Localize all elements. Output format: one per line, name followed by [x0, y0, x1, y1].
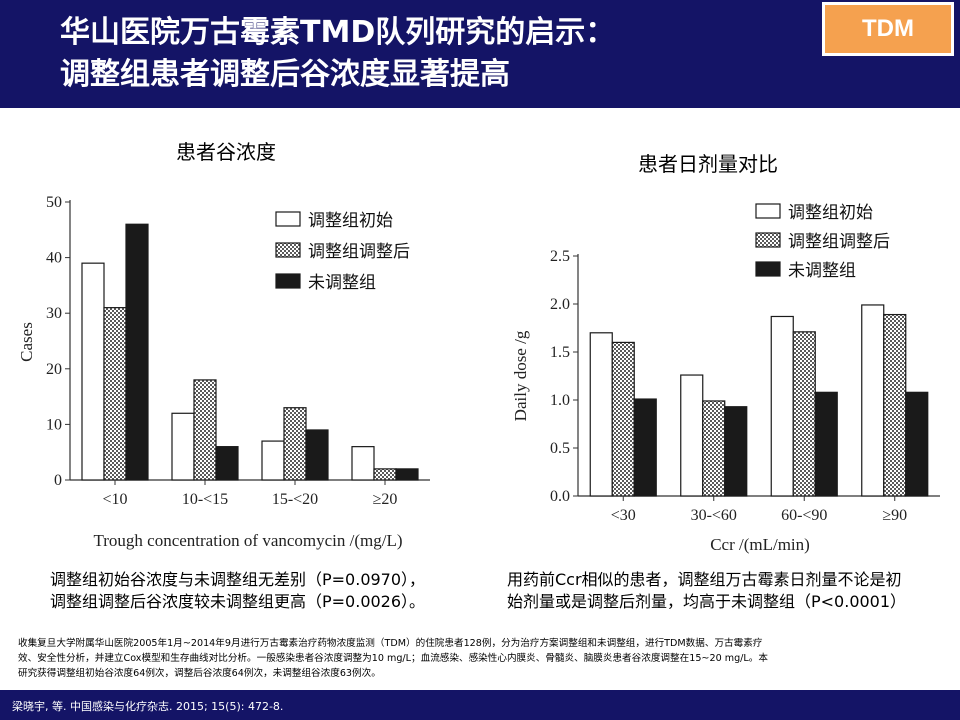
bar: [373, 468, 397, 481]
bar: [351, 446, 375, 481]
y-tick-label: 1.5: [550, 344, 570, 361]
legend-label: 调整组调整后: [308, 242, 410, 262]
slide-title-line1: 华山医院万古霉素TMD队列研究的启示：: [60, 15, 616, 50]
bar: [905, 391, 929, 497]
right-chart-heading: 患者日剂量对比: [638, 152, 778, 176]
x-tick-label: ≥20: [373, 491, 398, 508]
bar: [395, 468, 419, 481]
trough-concentration-chart: 0 10 20 30 40 50 <10 10-<15 15-<20 ≥20 Trough conc…: [17, 194, 430, 550]
bar: [633, 398, 657, 497]
legend-swatch: [275, 242, 301, 258]
x-tick-label: 10-<15: [182, 491, 228, 508]
bar: [193, 379, 217, 481]
y-tick-label: 10: [46, 416, 62, 433]
y-axis-label: Daily dose /g: [511, 330, 530, 421]
legend-swatch: [275, 211, 301, 227]
bar: [792, 331, 816, 497]
left-note-line2: 调整组调整后谷浓度较未调整组更高（P=0.0026）。: [50, 592, 426, 611]
bar: [724, 406, 748, 497]
bar: [883, 313, 907, 497]
x-tick-label: <10: [102, 491, 127, 508]
footer-bar: 梁晓宇, 等. 中国感染与化疗杂志. 2015; 15(5): 472-8.: [0, 690, 960, 720]
footnote-line1: 收集复旦大学附属华山医院2005年1月~2014年9月进行万古霉素治疗药物浓度监…: [18, 638, 763, 649]
footnote-line2: 效、安全性分析，并建立Cox模型和生存曲线对比分析。一般感染患者谷浓度调整为10…: [18, 653, 768, 664]
bar: [261, 440, 285, 481]
legend-swatch: [755, 261, 781, 277]
bar: [589, 332, 613, 497]
bar: [125, 223, 149, 481]
y-tick-label: 30: [46, 305, 62, 322]
bar: [103, 307, 127, 481]
x-tick-label: <30: [611, 507, 636, 524]
slide-title: 华山医院万古霉素TMD队列研究的启示： 调整组患者调整后谷浓度显著提高: [60, 12, 800, 96]
right-note-line1: 用药前Ccr相似的患者，调整组万古霉素日剂量不论是初: [507, 570, 902, 589]
x-tick-label: ≥90: [882, 507, 907, 524]
left-chart-heading: 患者谷浓度: [176, 140, 276, 164]
bar: [814, 391, 838, 497]
daily-dose-chart: 0.0 0.5 1.0 1.5 2.0 2.5 <30 30-<60 60-<90 ≥90 Ccr …: [511, 203, 940, 554]
legend-label: 调整组初始: [308, 211, 393, 231]
footnote-line3: 研究获得调整组初始谷浓度64例次，调整后谷浓度64例次，未调整组谷浓度63例次。: [18, 668, 381, 679]
x-axis-label: Ccr /(mL/min): [710, 535, 810, 554]
legend-label: 调整组调整后: [788, 232, 890, 252]
slide-title-line2: 调整组患者调整后谷浓度显著提高: [60, 57, 510, 92]
y-tick-label: 20: [46, 361, 62, 378]
bar: [283, 407, 307, 481]
y-axis-label: Cases: [17, 322, 36, 362]
bar: [215, 446, 239, 481]
y-tick-label: 50: [46, 194, 62, 211]
x-tick-label: 60-<90: [781, 507, 827, 524]
left-note-line1: 调整组初始谷浓度与未调整组无差别（P=0.0970），: [50, 570, 426, 589]
y-tick-label: 40: [46, 250, 62, 267]
legend-swatch: [275, 273, 301, 289]
right-note-line2: 始剂量或是调整后剂量，均高于未调整组（P<0.0001）: [507, 592, 907, 611]
y-tick-label: 1.0: [550, 392, 570, 409]
bar: [770, 315, 794, 497]
legend-swatch: [755, 232, 781, 248]
legend-swatch: [755, 203, 781, 219]
y-tick-label: 0.5: [550, 440, 570, 457]
bar: [611, 341, 635, 497]
y-tick-label: 2.0: [550, 296, 570, 313]
bar: [680, 374, 704, 497]
legend-label: 未调整组: [788, 261, 856, 281]
y-tick-label: 0: [54, 472, 62, 489]
bar: [861, 304, 885, 497]
x-tick-label: 30-<60: [691, 507, 737, 524]
legend-label: 未调整组: [308, 273, 376, 293]
left-chart-note: 调整组初始谷浓度与未调整组无差别（P=0.0970）， 调整组调整后谷浓度较未调…: [50, 569, 425, 613]
tdm-badge: TDM: [822, 2, 954, 56]
y-tick-label: 0.0: [550, 488, 570, 505]
bar: [171, 412, 195, 481]
x-tick-label: 15-<20: [272, 491, 318, 508]
study-footnote: 收集复旦大学附属华山医院2005年1月~2014年9月进行万古霉素治疗药物浓度监…: [18, 636, 948, 681]
legend-label: 调整组初始: [788, 203, 873, 223]
right-chart-note: 用药前Ccr相似的患者，调整组万古霉素日剂量不论是初 始剂量或是调整后剂量，均高…: [507, 569, 960, 613]
x-axis-label: Trough concentration of vancomycin /(mg/…: [93, 531, 402, 550]
citation: 梁晓宇, 等. 中国感染与化疗杂志. 2015; 15(5): 472-8.: [12, 700, 284, 713]
bar: [305, 429, 329, 481]
bar: [81, 262, 105, 481]
title-bar: 华山医院万古霉素TMD队列研究的启示： 调整组患者调整后谷浓度显著提高: [0, 0, 960, 108]
bar: [702, 400, 726, 497]
y-tick-label: 2.5: [550, 248, 570, 265]
